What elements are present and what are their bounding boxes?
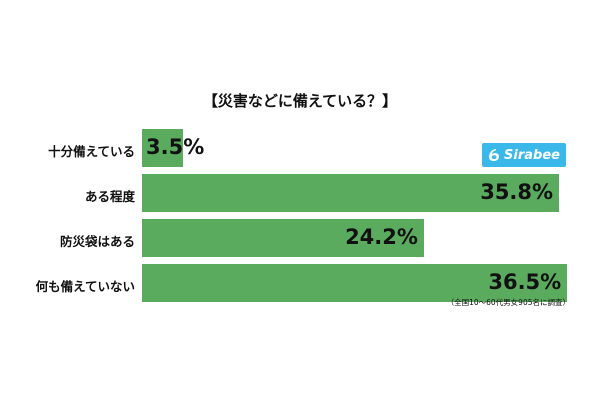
sirabee-logo-icon bbox=[489, 149, 500, 161]
bar bbox=[142, 264, 568, 302]
bar bbox=[142, 219, 424, 257]
category-label: ある程度 bbox=[84, 189, 135, 204]
category-label: 何も備えていない bbox=[35, 279, 135, 294]
sirabee-logo-text: Sirabee bbox=[504, 147, 560, 163]
category-label: 十分備えている bbox=[48, 144, 135, 159]
chart-title: 【災害などに備えている？】 bbox=[202, 92, 398, 110]
bar bbox=[142, 174, 560, 212]
value-label: 35.8% bbox=[480, 180, 554, 204]
sirabee-logo: Sirabee bbox=[482, 143, 566, 167]
value-label: 36.5% bbox=[488, 270, 562, 294]
category-label: 防災袋はある bbox=[59, 234, 135, 249]
value-label: 3.5% bbox=[146, 135, 205, 159]
value-label: 24.2% bbox=[345, 225, 418, 249]
source-note: （全国10～60代男女905名に調査） bbox=[446, 298, 570, 307]
bar bbox=[142, 129, 183, 167]
